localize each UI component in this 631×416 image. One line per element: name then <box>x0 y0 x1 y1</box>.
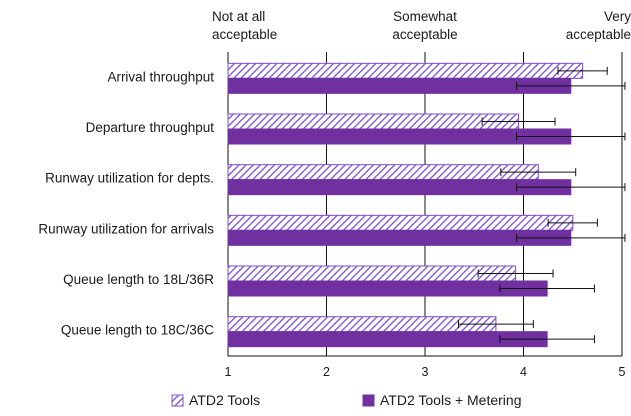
scale-label: Very <box>604 9 631 24</box>
bar-atd2-tools <box>227 62 584 79</box>
x-tick-label: 5 <box>619 365 626 379</box>
category-label: Queue length to 18C/36C <box>61 323 214 338</box>
bar-atd2-tools <box>227 113 520 130</box>
x-tick-label: 2 <box>323 365 330 379</box>
scale-label: Not at all <box>212 9 265 24</box>
bar-atd2-tools-metering <box>227 331 548 348</box>
category-label: Arrival throughput <box>107 69 214 84</box>
bar-atd2-tools <box>227 214 574 231</box>
scale-label: acceptable <box>566 27 631 42</box>
scale-label: acceptable <box>212 27 277 42</box>
legend-label: ATD2 Tools <box>189 392 260 408</box>
bar-atd2-tools-metering <box>227 280 548 297</box>
x-tick-label: 4 <box>520 365 527 379</box>
legend-swatch <box>362 394 375 407</box>
legend-label: ATD2 Tools + Metering <box>380 392 522 408</box>
bar-atd2-tools <box>227 316 497 333</box>
x-tick-label: 1 <box>225 365 232 379</box>
category-label: Runway utilization for depts. <box>45 171 214 186</box>
scale-label: acceptable <box>392 27 457 42</box>
scale-label: Somewhat <box>393 9 457 24</box>
legend-swatch <box>171 394 184 407</box>
category-label: Queue length to 18L/36R <box>63 272 214 287</box>
x-tick-label: 3 <box>422 365 429 379</box>
bar-atd2-tools <box>227 265 517 282</box>
category-label: Runway utilization for arrivals <box>38 221 214 236</box>
bar-atd2-tools <box>227 164 539 181</box>
category-label: Departure throughput <box>86 120 215 135</box>
